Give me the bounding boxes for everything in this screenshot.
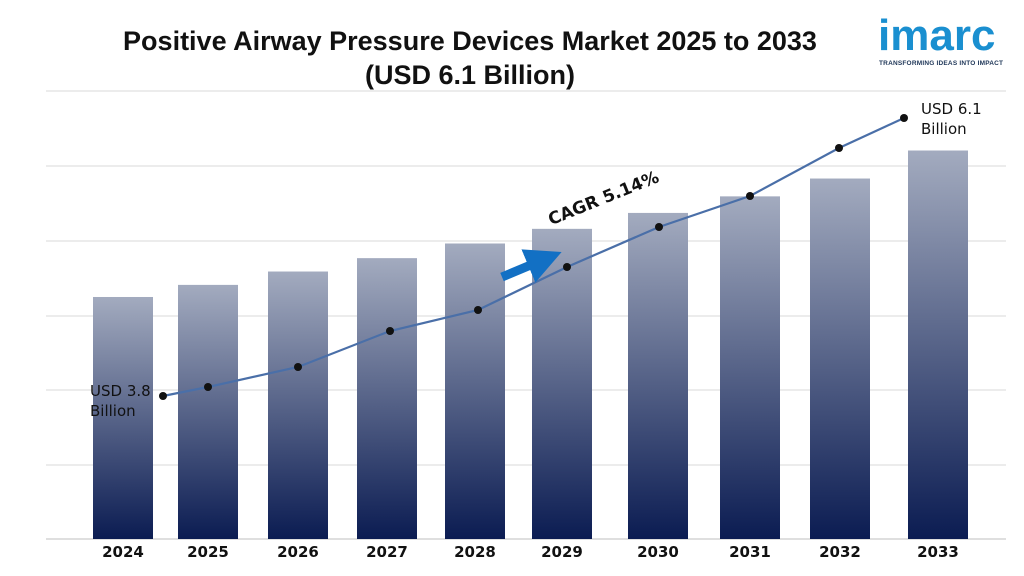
x-tick-2024: 2024 [102, 543, 144, 561]
bar-2024 [93, 296, 153, 539]
title-line-2: (USD 6.1 Billion) [364, 60, 575, 90]
logo-tagline: TRANSFORMING IDEAS INTO IMPACT [879, 60, 1004, 67]
x-tick-2026: 2026 [277, 543, 319, 561]
end-value-label: USD 6.1 [921, 100, 982, 118]
trend-point-2026 [294, 363, 302, 371]
x-tick-2032: 2032 [819, 543, 861, 561]
bar-2027 [357, 258, 417, 539]
x-tick-2028: 2028 [454, 543, 496, 561]
x-tick-2027: 2027 [366, 543, 408, 561]
bar-2030 [628, 212, 688, 539]
imarc-logo: imarc TRANSFORMING IDEAS INTO IMPACT [876, 10, 1006, 70]
trend-point-2028 [474, 306, 482, 314]
bar-2029 [532, 228, 592, 539]
title-line-1: Positive Airway Pressure Devices Market … [123, 26, 817, 56]
start-annotation: USD 3.8 Billion [90, 381, 151, 421]
trend-point-2032 [835, 144, 843, 152]
x-tick-2033: 2033 [917, 543, 959, 561]
x-tick-2030: 2030 [637, 543, 679, 561]
start-value-label: USD 3.8 [90, 382, 151, 400]
bar-2032 [810, 178, 870, 539]
x-tick-2031: 2031 [729, 543, 771, 561]
trend-point-2030 [655, 223, 663, 231]
trend-point-2033 [900, 114, 908, 122]
trend-point-2024 [159, 392, 167, 400]
end-unit-label: Billion [921, 120, 967, 138]
bar-2033 [908, 150, 968, 539]
bar-2026 [268, 271, 328, 539]
bar-2025 [178, 284, 238, 539]
x-tick-2029: 2029 [541, 543, 583, 561]
trend-point-2027 [386, 327, 394, 335]
trend-point-2031 [746, 192, 754, 200]
bar-2028 [445, 243, 505, 539]
end-annotation: USD 6.1 Billion [921, 99, 982, 139]
trend-point-2029 [563, 263, 571, 271]
cagr-arrow [500, 249, 562, 283]
trend-point-2025 [204, 383, 212, 391]
bar-2031 [720, 196, 780, 539]
start-unit-label: Billion [90, 402, 136, 420]
logo-word: imarc [878, 11, 996, 60]
trend-line [162, 117, 905, 398]
x-tick-2025: 2025 [187, 543, 229, 561]
chart-title: Positive Airway Pressure Devices Market … [40, 24, 900, 92]
